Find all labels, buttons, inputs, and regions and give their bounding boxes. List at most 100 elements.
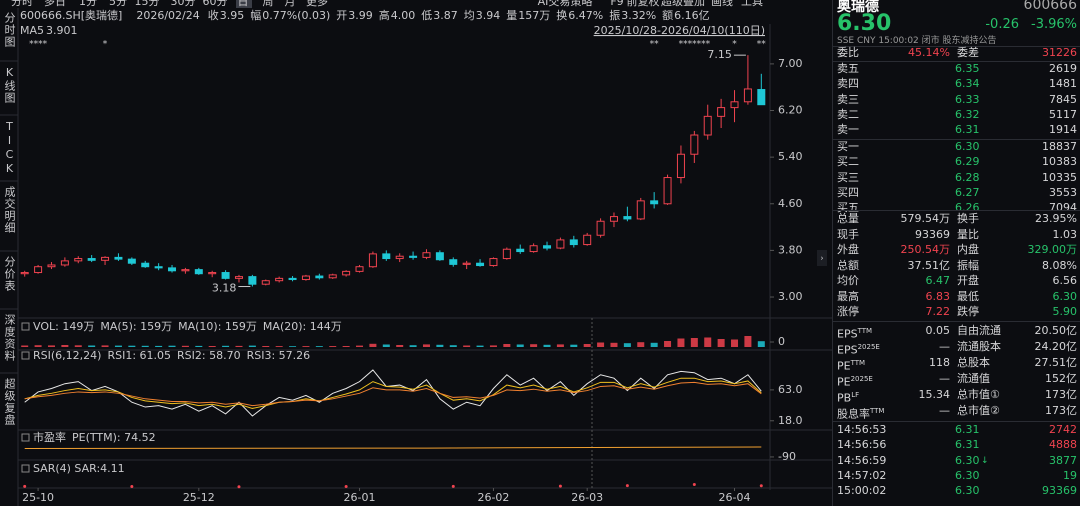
- candle-body: [422, 252, 431, 258]
- toolbar-tab[interactable]: 15分: [135, 0, 160, 8]
- toolbar-tab[interactable]: 1分: [79, 0, 97, 8]
- sidebar-tab[interactable]: 分时图: [3, 12, 16, 48]
- toolbar-tab[interactable]: 月: [285, 0, 296, 8]
- chart-area: › 分时 多日 1分 5分 15分 30分 60分 日 周 月 更多 AI交易策略 F9 前复权 超级叠加画…: [0, 0, 832, 506]
- toolbar-tab[interactable]: 周: [263, 0, 274, 8]
- volume-bar: [704, 337, 712, 347]
- sidebar-tab[interactable]: 超级复盘: [3, 377, 16, 426]
- fund-label: 流通值: [957, 372, 990, 385]
- sidebar-tab[interactable]: K线图: [3, 66, 16, 104]
- fund-label-sup: 2025E: [857, 343, 880, 351]
- toolbar-tab[interactable]: 分时: [11, 0, 33, 8]
- toolbar-tab[interactable]: 5分: [109, 0, 127, 8]
- order-volume: 18837: [1042, 140, 1077, 153]
- info-label: 换: [556, 8, 567, 22]
- volume-bar: [570, 344, 578, 347]
- y-tick-label: 3.00: [778, 290, 803, 303]
- toolbar-tool[interactable]: 超级叠加: [661, 0, 705, 8]
- volume-bar: [637, 342, 645, 347]
- sidebar-tab[interactable]: 成交明细: [3, 186, 16, 234]
- stat-label: 均价: [837, 274, 859, 287]
- indicator-label: MA(20): 144万: [263, 320, 342, 333]
- sar-dot: [130, 485, 134, 489]
- order-level: 买一: [837, 140, 859, 153]
- candle-body: [74, 258, 83, 262]
- stat-value: 250.54万: [900, 243, 951, 256]
- info-value: 3.87: [433, 9, 458, 22]
- order-level: 卖三: [837, 92, 859, 106]
- pane-icon: [21, 322, 30, 331]
- tick-volume: 4888: [1049, 438, 1077, 452]
- info-code: 600666.SH[奥瑞德]: [20, 8, 122, 22]
- volume-bar: [583, 344, 591, 347]
- candle-body: [435, 252, 444, 261]
- toolbar-tool[interactable]: 工具: [741, 0, 763, 8]
- sidebar-tab[interactable]: 深度资料: [3, 314, 16, 362]
- candle-body: [717, 107, 726, 117]
- toolbar-tab[interactable]: 30分: [171, 0, 196, 8]
- toolbar-tab[interactable]: 多日: [44, 0, 66, 8]
- candle-body: [609, 216, 618, 222]
- candle-body: [168, 267, 177, 272]
- candle-body: [382, 253, 391, 260]
- order-diff: 31226: [1042, 46, 1077, 59]
- collapse-button[interactable]: [817, 250, 827, 266]
- toolbar-tool[interactable]: F9: [610, 0, 623, 8]
- stat-label: 总额: [837, 258, 859, 272]
- tick-time: 14:56:59: [837, 453, 887, 467]
- tick-time: 15:00:02: [837, 484, 887, 498]
- candle-body: [141, 262, 150, 268]
- fund-value: 173亿: [1045, 388, 1077, 401]
- sep: [833, 61, 1080, 62]
- toolbar-tool[interactable]: 前复权: [627, 0, 660, 8]
- sidebar-tab[interactable]: 分价表: [3, 256, 16, 292]
- volume-bar: [650, 342, 658, 347]
- info-value: 157万: [518, 9, 550, 22]
- info-label: 额: [662, 9, 673, 22]
- sar-dot: [558, 484, 562, 488]
- y-tick-label: 0: [778, 335, 785, 348]
- toolbar-tool[interactable]: 画线: [711, 0, 733, 8]
- stat-value: 1.03: [1052, 227, 1078, 241]
- event-marker: *: [732, 40, 737, 50]
- indicator-line: [24, 381, 762, 407]
- order-price: 6.31: [955, 123, 980, 137]
- toolbar-tab[interactable]: 日: [238, 0, 249, 8]
- candle-body: [275, 277, 284, 282]
- volume-bar: [744, 336, 752, 347]
- info-label: 高: [379, 8, 390, 22]
- volume-bar: [396, 345, 404, 347]
- fund-label: 股息率TTM: [837, 407, 885, 421]
- candle-body: [757, 89, 766, 106]
- order-volume: 5117: [1049, 107, 1077, 121]
- toolbar-tab[interactable]: 60分: [203, 0, 228, 8]
- fund-label: PE2025E: [837, 375, 873, 389]
- y-tick-label: 63.0: [778, 383, 803, 396]
- toolbar-tool[interactable]: AI交易策略: [538, 0, 593, 8]
- indicator-label: SAR(4) SAR:4.11: [33, 462, 125, 475]
- sep: [833, 139, 1080, 140]
- collapse-icon[interactable]: ›: [820, 254, 823, 263]
- fund-value: 27.51亿: [1034, 356, 1078, 369]
- annotation: 3.18: [212, 282, 237, 295]
- fund-value: —: [939, 340, 950, 353]
- volume-bar: [88, 345, 96, 347]
- volume-bar: [61, 345, 69, 347]
- volume-bar: [21, 345, 29, 347]
- stat-value: 23.95%: [1035, 212, 1077, 225]
- ma-label: MA5: [20, 24, 44, 37]
- candle-body: [395, 255, 404, 260]
- fund-label: PBLF: [837, 391, 860, 405]
- sep: [833, 210, 1080, 211]
- candle-body: [127, 258, 136, 264]
- candle-body: [703, 115, 712, 136]
- toolbar-tab[interactable]: 更多: [306, 0, 328, 8]
- sidebar-tab[interactable]: TICK: [3, 120, 16, 176]
- stat-label: 内盘: [957, 243, 979, 256]
- info-date: 2026/02/24: [136, 9, 199, 22]
- order-volume: 3553: [1049, 185, 1077, 199]
- sar-dot: [344, 485, 348, 489]
- info-value: 6.16亿: [674, 9, 710, 22]
- stat-label: 换手: [957, 212, 979, 225]
